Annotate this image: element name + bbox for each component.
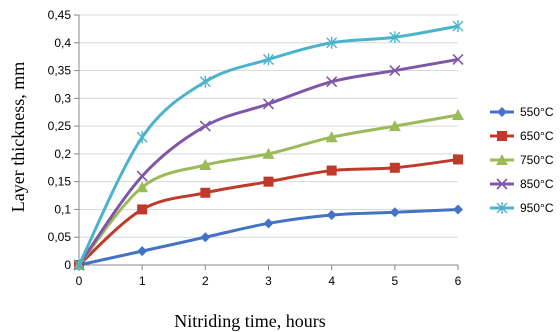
data-point xyxy=(199,159,212,170)
data-point xyxy=(496,178,508,190)
data-point xyxy=(326,76,338,88)
y-tick-label: 0,25 xyxy=(48,119,72,133)
y-tick-labels: 0 0,05 0,1 0,15 0,2 0,25 0,3 0,35 0,4 0,45 xyxy=(48,8,72,272)
legend-label: 850°C xyxy=(520,177,554,191)
data-point xyxy=(136,131,148,144)
y-axis-label: Layer thickness, mm xyxy=(8,62,28,212)
data-point xyxy=(452,20,464,33)
data-point xyxy=(452,53,464,66)
y-tick-label: 0,4 xyxy=(54,36,71,50)
x-tick-label: 6 xyxy=(455,274,462,288)
data-point xyxy=(200,187,211,198)
series-line xyxy=(77,113,459,266)
data-point xyxy=(452,109,464,120)
data-point xyxy=(137,246,148,257)
legend-item: 850°C xyxy=(490,177,554,191)
data-point xyxy=(326,165,337,176)
series-line xyxy=(77,57,459,266)
data-point xyxy=(496,154,508,165)
series-4 xyxy=(73,20,464,271)
data-point xyxy=(453,204,463,215)
data-point xyxy=(263,176,274,187)
data-point xyxy=(496,202,508,214)
data-point xyxy=(497,131,507,141)
data-point xyxy=(388,120,401,132)
x-axis-label: Nitriding time, hours xyxy=(174,311,326,331)
data-point xyxy=(137,204,148,215)
data-point xyxy=(136,170,148,182)
legend-item: 750°C xyxy=(490,153,554,167)
legend-label: 750°C xyxy=(520,153,554,167)
legend-label: 950°C xyxy=(520,201,554,215)
data-point xyxy=(389,162,400,173)
data-point xyxy=(263,218,274,229)
data-point xyxy=(263,53,274,66)
x-tick-label: 3 xyxy=(265,274,272,288)
series-3 xyxy=(73,53,464,271)
data-point xyxy=(453,154,463,165)
x-tick-label: 0 xyxy=(76,274,83,288)
data-point xyxy=(199,120,211,132)
data-point xyxy=(389,31,401,44)
y-tick-label: 0,1 xyxy=(54,202,71,216)
series-group xyxy=(73,20,464,271)
x-tick-labels: 0 1 2 3 4 5 6 xyxy=(76,274,462,288)
data-point xyxy=(326,210,337,220)
data-point xyxy=(325,131,338,143)
legend: 550°C 650°C 750°C 850°C 950°C xyxy=(490,105,554,215)
data-point xyxy=(73,259,85,271)
data-point xyxy=(326,36,338,49)
data-point xyxy=(199,75,211,88)
x-tick-label: 4 xyxy=(328,274,335,288)
legend-item: 650°C xyxy=(490,129,554,143)
data-point xyxy=(497,107,507,117)
x-tick-label: 5 xyxy=(391,274,398,288)
x-tick-label: 1 xyxy=(139,274,146,288)
axes xyxy=(74,14,459,270)
data-point xyxy=(262,147,275,159)
data-point xyxy=(262,98,275,110)
legend-item: 950°C xyxy=(490,201,554,215)
legend-label: 650°C xyxy=(520,129,554,143)
x-tick-label: 2 xyxy=(202,274,209,288)
y-tick-label: 0,35 xyxy=(48,64,72,78)
data-point xyxy=(200,232,211,243)
y-tick-label: 0,05 xyxy=(48,230,72,244)
y-tick-label: 0,45 xyxy=(48,8,72,22)
data-point xyxy=(136,181,149,193)
data-point xyxy=(389,64,401,77)
data-point xyxy=(389,207,400,218)
y-tick-label: 0,2 xyxy=(54,147,71,161)
legend-label: 550°C xyxy=(520,105,554,119)
legend-item: 550°C xyxy=(490,105,554,119)
y-tick-label: 0 xyxy=(64,258,71,272)
y-tick-label: 0,3 xyxy=(54,91,71,105)
y-tick-label: 0,15 xyxy=(48,175,72,189)
